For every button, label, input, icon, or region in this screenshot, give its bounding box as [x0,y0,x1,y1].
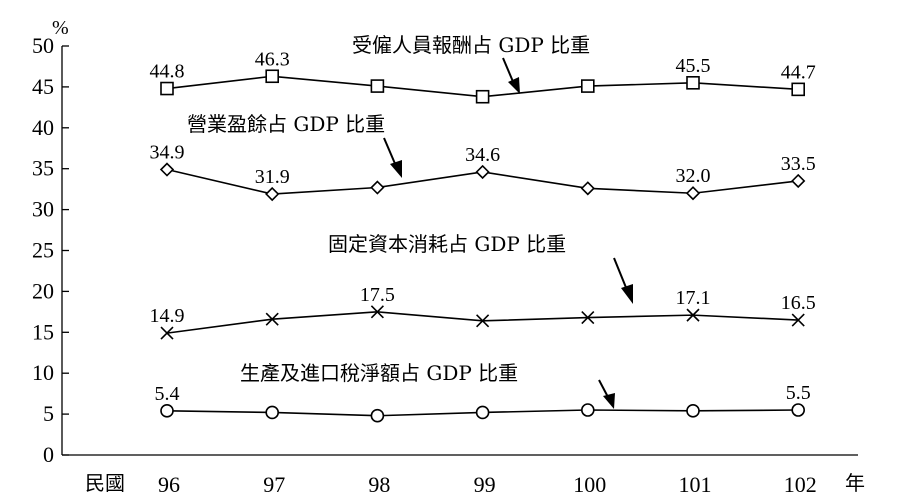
data-point [160,81,174,96]
data-label: 32.0 [676,165,711,187]
x-tick-label: 102 [784,472,817,497]
data-point [580,181,595,196]
data-point [581,311,595,325]
arrow-compensation [502,57,515,85]
data-point [370,79,385,93]
data-point [370,305,384,319]
y-tick-label: 25 [32,238,54,263]
series-label-depreciation: 固定資本消耗占 GDP 比重 [328,232,566,256]
data-point [685,186,701,201]
arrowhead-compensation [508,77,520,94]
series-square [160,69,806,104]
data-point [265,69,280,84]
data-point [791,173,806,189]
data-point [265,312,279,326]
data-point [370,180,385,195]
y-ticks: 0 5 10 15 20 25 30 35 40 45 50 [32,33,69,467]
data-label: 14.9 [150,305,185,327]
x-tick-label: 101 [679,472,712,497]
data-label: 5.4 [155,383,180,405]
data-label: 45.5 [676,55,711,77]
data-point [160,326,174,340]
data-point [791,313,805,327]
data-point [159,162,175,177]
data-point [580,79,595,93]
data-point [476,314,490,328]
series-circle [160,403,806,423]
data-point [686,76,700,90]
x-axis-suffix: 年 [845,472,865,495]
data-label: 5.5 [786,382,811,404]
x-axis-prefix: 民國 [85,473,125,495]
data-point [475,405,490,420]
data-labels: 44.8 46.3 45.5 44.7 34.9 31.9 34.6 32.0 33.5 14.9… [150,48,816,405]
data-point [160,404,174,418]
y-tick-label: 15 [32,319,54,344]
data-label: 16.5 [781,292,816,314]
data-label: 33.5 [781,153,816,175]
data-label: 44.8 [150,61,185,83]
data-label: 46.3 [255,48,290,70]
data-point [370,408,385,423]
data-point [686,404,700,418]
x-tick-label: 96 [158,472,180,497]
y-tick-label: 10 [32,360,54,385]
data-point [475,89,490,104]
data-label: 31.9 [255,166,290,188]
y-axis-unit: % [52,17,69,39]
data-label: 34.6 [465,144,500,166]
series-label-compensation: 受僱人員報酬占 GDP 比重 [352,33,590,57]
data-point [580,403,595,417]
data-label: 17.1 [676,287,711,309]
arrow-depreciation [613,257,628,291]
x-tick-label: 98 [368,472,390,497]
series-line [166,311,799,334]
series-label-operating-surplus: 營業盈餘占 GDP 比重 [187,112,385,136]
y-tick-label: 35 [32,156,54,181]
y-tick-label: 20 [32,278,54,303]
data-point [475,164,490,180]
x-tick-label: 99 [474,472,496,497]
x-tick-label: 100 [573,472,606,497]
data-point [791,403,806,417]
series-diamond [159,162,806,202]
y-tick-label: 0 [43,442,54,467]
data-point [265,186,280,202]
y-tick-label: 45 [32,74,54,99]
arrow-operating-surplus [383,137,397,167]
arrowhead-taxes [603,393,615,409]
data-point [265,405,280,420]
data-label: 44.7 [781,61,816,83]
series-annotations: 受僱人員報酬占 GDP 比重 營業盈餘占 GDP 比重 固定資本消耗占 GDP … [187,33,633,409]
y-tick-label: 5 [43,401,54,426]
series-layer [159,69,806,423]
series-label-taxes: 生產及進口稅淨額占 GDP 比重 [240,361,518,385]
y-tick-label: 40 [32,115,54,140]
series-x [160,305,805,340]
data-point [791,82,806,97]
x-ticks: 96 97 98 99 100 101 102 [158,472,817,497]
data-label: 17.5 [360,284,395,306]
data-label: 34.9 [150,142,185,164]
arrowhead-operating-surplus [390,160,402,178]
arrowhead-depreciation [621,284,633,304]
data-point [686,308,700,322]
y-tick-label: 30 [32,197,54,222]
y-tick-label: 50 [32,33,54,58]
x-tick-label: 97 [263,472,285,497]
